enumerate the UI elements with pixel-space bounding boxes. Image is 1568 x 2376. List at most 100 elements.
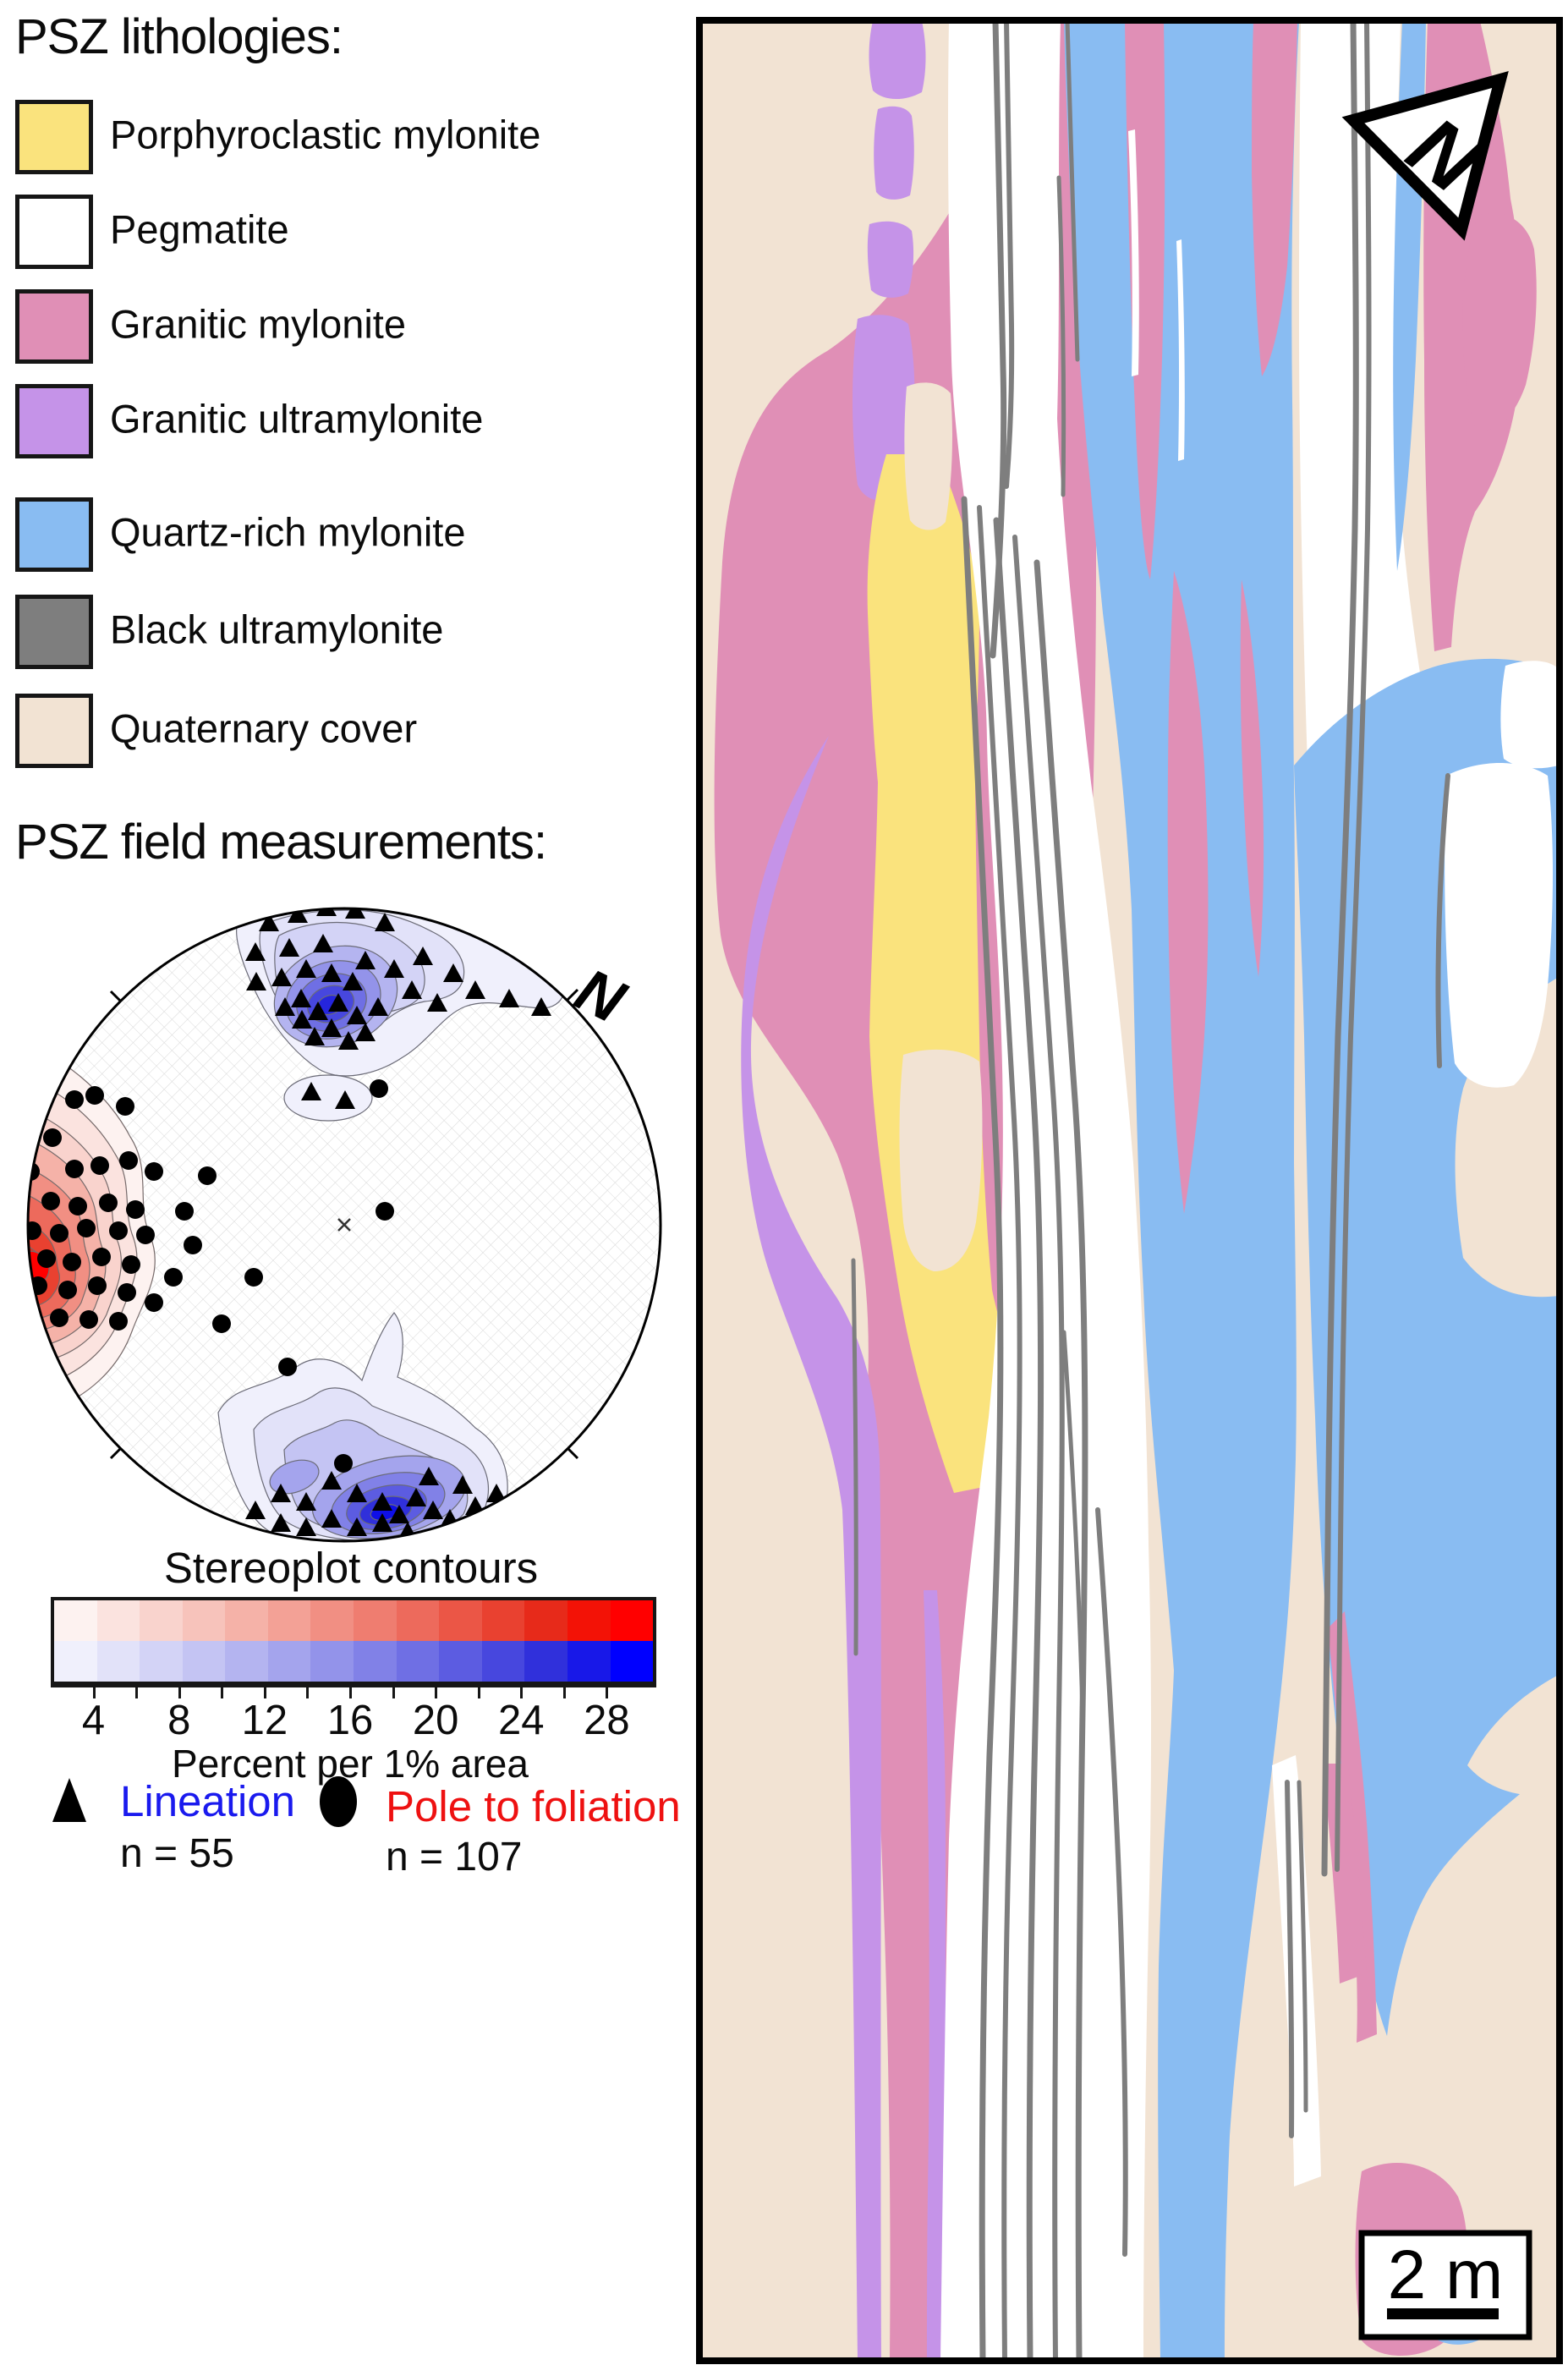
pole-point <box>145 1293 163 1312</box>
colorbar-tick-label: 28 <box>584 1698 630 1743</box>
pole-point <box>90 1156 109 1175</box>
pole-count: n = 107 <box>386 1835 523 1879</box>
swatch-black-ultramylonite <box>15 595 93 669</box>
lineation-point <box>347 1006 367 1024</box>
colorbar-segment <box>567 1600 611 1641</box>
map-patch-pegmatite <box>1445 763 1553 1088</box>
lineation-point <box>531 997 551 1016</box>
map-unit-black-ultramylonite-lines <box>851 18 1450 2363</box>
colorbar-tick <box>135 1685 139 1698</box>
map-sliver-pegmatite <box>1128 129 1185 461</box>
colorbar-blue-row <box>54 1641 654 1682</box>
pole-point <box>198 1166 217 1185</box>
colorbar <box>51 1597 656 1685</box>
lineation-point <box>279 938 299 957</box>
colorbar-tick <box>263 1685 266 1698</box>
legend-label: Quartz-rich mylonite <box>110 509 466 555</box>
colorbar-segment <box>140 1600 183 1641</box>
map-scale-rule <box>1387 2308 1499 2319</box>
pole-point <box>58 1281 77 1299</box>
colorbar-tick <box>392 1685 395 1698</box>
lineation-point <box>296 959 316 978</box>
pole-point <box>244 1268 263 1287</box>
colorbar-segment <box>182 1641 226 1682</box>
lineation-point <box>372 1492 392 1511</box>
lineation-point <box>291 989 311 1007</box>
stereonet-contours <box>28 908 661 1541</box>
pole-point <box>85 1086 104 1105</box>
lineation-point <box>427 993 447 1012</box>
lineation-point <box>423 1501 443 1519</box>
pole-point <box>109 1312 128 1331</box>
lineation-point <box>259 913 279 931</box>
lineation-point <box>347 1517 367 1536</box>
pole-point <box>184 1236 202 1254</box>
lineation-point <box>301 1082 321 1100</box>
pole-point <box>145 1162 163 1181</box>
colorbar-tick-label: 20 <box>412 1698 459 1743</box>
colorbar-segment <box>267 1641 311 1682</box>
colorbar-xlabel: Percent per 1% area <box>172 1742 529 1786</box>
colorbar-segment <box>481 1641 525 1682</box>
map-sliver-pegmatite <box>1272 1755 1321 2187</box>
map-sliver-granitic-mylonite <box>1323 1764 1367 1984</box>
lineation-point <box>245 1501 266 1519</box>
legend-label: Granitic mylonite <box>110 301 406 347</box>
lineation-triangle-icon <box>52 1778 86 1822</box>
pole-point <box>37 1249 56 1268</box>
pole-point <box>77 1219 96 1237</box>
colorbar-tick-label: 16 <box>326 1698 374 1743</box>
lineation-point <box>304 1027 325 1045</box>
lineation-point <box>321 1018 342 1037</box>
map-inlet-quaternary <box>1467 1675 1559 1797</box>
lineation-point <box>321 1509 342 1528</box>
colorbar-segment <box>96 1641 140 1682</box>
pole-point <box>65 1160 84 1178</box>
map-scale-bar: 2 m <box>1358 2230 1532 2340</box>
lineation-point <box>402 980 422 999</box>
colorbar-segment <box>481 1600 525 1641</box>
lineation-point <box>271 1484 291 1502</box>
colorbar-segment <box>140 1641 183 1682</box>
lineation-point <box>296 1517 316 1536</box>
pole-label: Pole to foliation <box>386 1782 681 1830</box>
pole-point <box>33 1084 52 1102</box>
colorbar-segment <box>96 1600 140 1641</box>
pole-circle-icon <box>320 1776 357 1827</box>
lineation-point <box>499 989 519 1007</box>
pole-point <box>136 1226 155 1244</box>
lineation-point <box>313 934 333 952</box>
lineation-point <box>347 1484 367 1502</box>
swatch-porphyroclastic-mylonite <box>15 100 93 174</box>
colorbar-segment <box>439 1641 482 1682</box>
lineation-point <box>389 1505 409 1523</box>
colorbar-tick-label: 4 <box>81 1698 106 1743</box>
colorbar-segment <box>54 1641 97 1682</box>
legend-label: Porphyroclastic mylonite <box>110 112 541 157</box>
stereonet-center-cross <box>337 1218 351 1232</box>
pole-point <box>69 1197 87 1215</box>
lineation-point <box>296 1492 316 1511</box>
colorbar-tick-label: 24 <box>498 1698 545 1743</box>
stereonet-rim-ticks <box>109 988 579 1460</box>
lineation-point <box>343 972 363 990</box>
colorbar-tick <box>435 1685 438 1698</box>
colorbar-tick <box>178 1685 181 1698</box>
swatch-granitic-ultramylonite <box>15 384 93 458</box>
stereonet-data-points <box>28 908 551 1540</box>
lineation-point <box>338 1031 359 1050</box>
colorbar-title: Stereoplot contours <box>163 1544 539 1592</box>
lineation-point <box>368 997 388 1016</box>
colorbar-segment <box>610 1600 654 1641</box>
lineation-point <box>419 1467 439 1485</box>
colorbar-tick-label: 8 <box>167 1698 191 1743</box>
lineation-point <box>375 913 395 931</box>
colorbar-segment <box>267 1600 311 1641</box>
legend-label: Quaternary cover <box>110 705 418 751</box>
colorbar-tick <box>306 1685 310 1698</box>
lineation-point <box>372 1513 392 1532</box>
lineation-count: n = 55 <box>120 1831 234 1876</box>
lineation-point <box>246 972 266 990</box>
colorbar-segment <box>310 1641 354 1682</box>
map-border <box>696 17 1563 2364</box>
